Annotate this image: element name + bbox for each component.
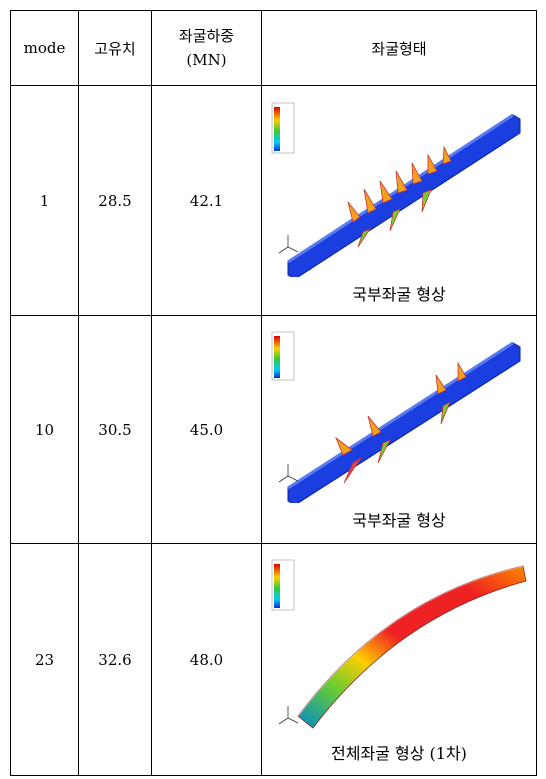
cell: 32.6 bbox=[79, 544, 152, 776]
caption: 국부좌굴 형상 bbox=[262, 281, 536, 305]
cell: 국부좌굴 형상 bbox=[262, 316, 537, 544]
row: 1 28.5 42.1 국부좌굴 형상 bbox=[11, 86, 537, 316]
header-line: (MN) bbox=[186, 51, 226, 69]
buckling-image bbox=[268, 556, 530, 736]
cell: 42.1 bbox=[152, 86, 262, 316]
cell: 48.0 bbox=[152, 544, 262, 776]
cell: 30.5 bbox=[79, 316, 152, 544]
row: 10 30.5 45.0 국부좌굴 형상 bbox=[11, 316, 537, 544]
buckling-image bbox=[268, 328, 530, 503]
header-row: mode 고유치 좌굴하중 (MN) 좌굴형태 bbox=[11, 11, 537, 86]
header-cell: mode bbox=[11, 11, 79, 86]
row: 23 32.6 48.0 전체좌굴 형상 (1차) bbox=[11, 544, 537, 776]
cell: 1 bbox=[11, 86, 79, 316]
header-cell: 고유치 bbox=[79, 11, 152, 86]
cell: 10 bbox=[11, 316, 79, 544]
caption: 전체좌굴 형상 (1차) bbox=[262, 740, 536, 764]
cell: 45.0 bbox=[152, 316, 262, 544]
cell: 전체좌굴 형상 (1차) bbox=[262, 544, 537, 776]
header-cell: 좌굴하중 (MN) bbox=[152, 11, 262, 86]
buckling-image bbox=[268, 97, 530, 277]
cell: 23 bbox=[11, 544, 79, 776]
caption: 국부좌굴 형상 bbox=[262, 507, 536, 531]
page: mode 고유치 좌굴하중 (MN) 좌굴형태 1 28.5 42.1 국부좌굴 … bbox=[0, 0, 546, 779]
cell: 국부좌굴 형상 bbox=[262, 86, 537, 316]
header-line: 좌굴하중 bbox=[179, 27, 234, 45]
buckling-table: mode 고유치 좌굴하중 (MN) 좌굴형태 1 28.5 42.1 국부좌굴 … bbox=[10, 10, 537, 776]
header-cell: 좌굴형태 bbox=[262, 11, 537, 86]
cell: 28.5 bbox=[79, 86, 152, 316]
